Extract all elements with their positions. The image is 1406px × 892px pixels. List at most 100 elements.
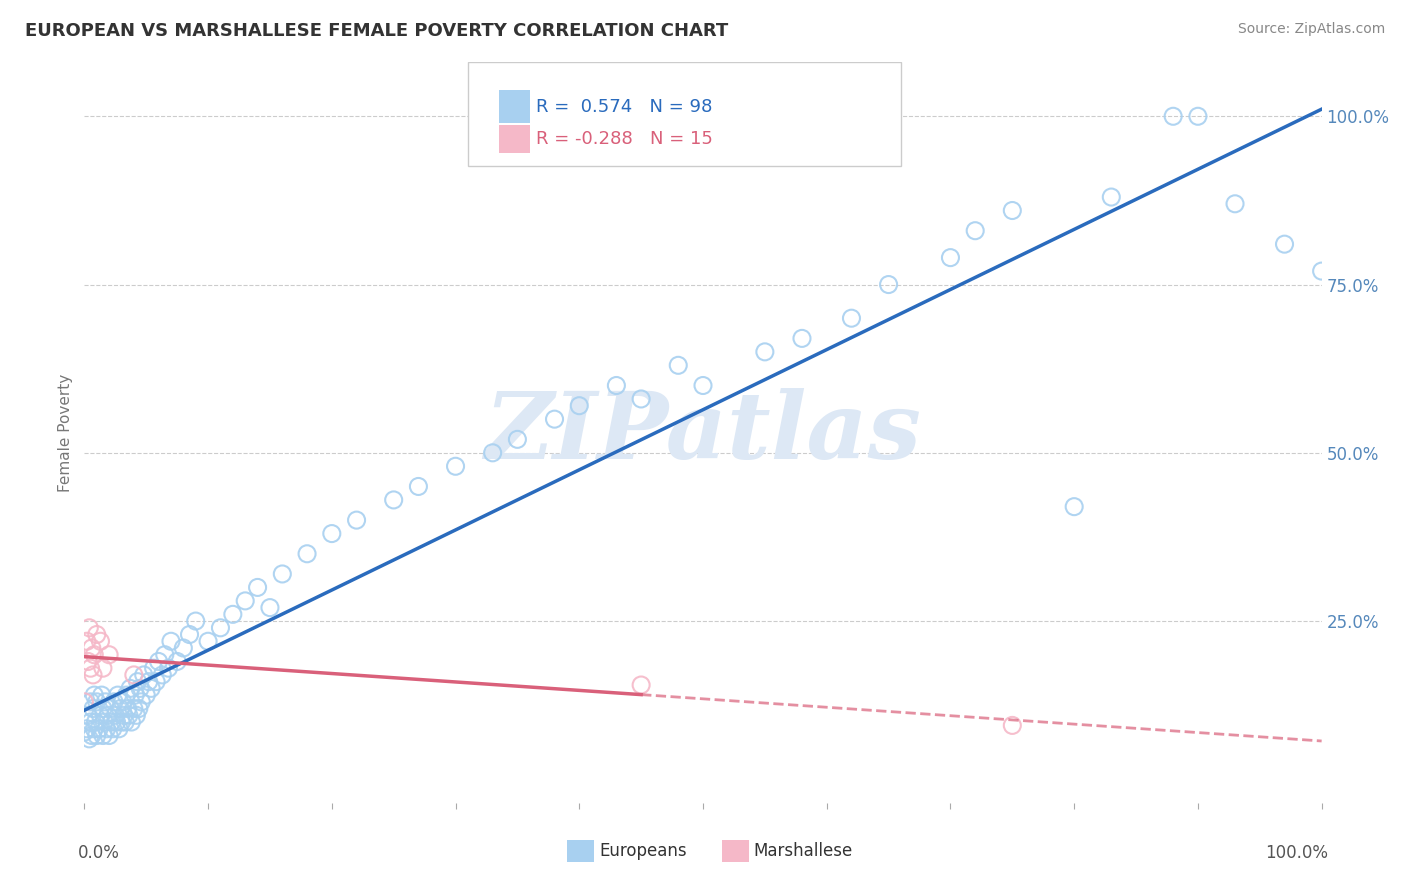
Point bbox=[1001, 718, 1024, 732]
Point bbox=[382, 492, 405, 507]
Point bbox=[1310, 264, 1333, 278]
Point bbox=[89, 708, 111, 723]
Point bbox=[108, 722, 131, 736]
Text: 100.0%: 100.0% bbox=[1265, 844, 1327, 862]
Point bbox=[110, 714, 132, 729]
Point bbox=[128, 701, 150, 715]
Point bbox=[568, 399, 591, 413]
Point bbox=[259, 600, 281, 615]
Point bbox=[754, 344, 776, 359]
Point bbox=[877, 277, 900, 292]
Point bbox=[86, 695, 108, 709]
Text: Europeans: Europeans bbox=[599, 842, 686, 860]
Point bbox=[76, 722, 98, 736]
Point bbox=[1099, 190, 1122, 204]
Point bbox=[112, 708, 135, 723]
Point bbox=[86, 627, 108, 641]
Point bbox=[98, 648, 121, 662]
Point bbox=[115, 688, 138, 702]
Point bbox=[91, 701, 114, 715]
Point bbox=[138, 674, 160, 689]
Text: R =  0.574   N = 98: R = 0.574 N = 98 bbox=[536, 98, 713, 116]
Point bbox=[209, 621, 232, 635]
Y-axis label: Female Poverty: Female Poverty bbox=[58, 374, 73, 491]
Point bbox=[135, 688, 157, 702]
Point bbox=[79, 714, 101, 729]
Point bbox=[1063, 500, 1085, 514]
Bar bbox=[499, 125, 530, 153]
Point bbox=[127, 674, 149, 689]
Point bbox=[117, 701, 139, 715]
FancyBboxPatch shape bbox=[468, 62, 901, 166]
Point bbox=[1161, 109, 1184, 123]
Point bbox=[1274, 237, 1296, 252]
Point bbox=[197, 634, 219, 648]
Bar bbox=[567, 840, 595, 862]
Point bbox=[543, 412, 565, 426]
Point bbox=[86, 729, 108, 743]
Point bbox=[1001, 203, 1024, 218]
Point bbox=[1187, 109, 1209, 123]
Point bbox=[166, 655, 188, 669]
Point bbox=[233, 594, 256, 608]
Point bbox=[110, 701, 132, 715]
Point bbox=[141, 681, 163, 696]
Point bbox=[145, 674, 167, 689]
Point bbox=[79, 695, 101, 709]
Point bbox=[118, 708, 141, 723]
Bar bbox=[721, 840, 749, 862]
Point bbox=[93, 714, 115, 729]
Point bbox=[179, 627, 201, 641]
Text: R = -0.288   N = 15: R = -0.288 N = 15 bbox=[536, 129, 713, 148]
Point bbox=[122, 701, 145, 715]
Point bbox=[666, 359, 689, 373]
Point bbox=[271, 566, 294, 581]
Point bbox=[80, 640, 103, 655]
Point bbox=[630, 392, 652, 406]
Point bbox=[184, 614, 207, 628]
Point bbox=[83, 722, 105, 736]
Point bbox=[965, 224, 987, 238]
Point bbox=[82, 701, 104, 715]
Point bbox=[77, 708, 100, 723]
Point bbox=[96, 722, 118, 736]
Point bbox=[160, 634, 183, 648]
Text: 0.0%: 0.0% bbox=[79, 844, 120, 862]
Point bbox=[172, 640, 194, 655]
Point bbox=[222, 607, 245, 622]
Point bbox=[97, 708, 120, 723]
Point bbox=[80, 729, 103, 743]
Point bbox=[125, 708, 148, 723]
Point bbox=[107, 688, 129, 702]
Point bbox=[76, 634, 98, 648]
Point bbox=[90, 688, 112, 702]
Point bbox=[84, 714, 107, 729]
Point bbox=[73, 725, 96, 739]
Point bbox=[1223, 196, 1246, 211]
Point bbox=[111, 695, 134, 709]
Point bbox=[98, 729, 121, 743]
Point bbox=[122, 668, 145, 682]
Point bbox=[100, 714, 122, 729]
Point bbox=[790, 331, 813, 345]
Bar bbox=[499, 90, 530, 123]
Point bbox=[120, 681, 142, 696]
Point bbox=[444, 459, 467, 474]
Text: Source: ZipAtlas.com: Source: ZipAtlas.com bbox=[1237, 22, 1385, 37]
Point bbox=[939, 251, 962, 265]
Point bbox=[77, 655, 100, 669]
Point bbox=[321, 526, 343, 541]
Point bbox=[148, 655, 170, 669]
Point bbox=[79, 621, 101, 635]
Point bbox=[150, 668, 173, 682]
Point bbox=[132, 668, 155, 682]
Point bbox=[98, 701, 121, 715]
Point bbox=[408, 479, 430, 493]
Point bbox=[157, 661, 180, 675]
Point bbox=[605, 378, 627, 392]
Point bbox=[73, 695, 96, 709]
Point bbox=[89, 634, 111, 648]
Text: EUROPEAN VS MARSHALLESE FEMALE POVERTY CORRELATION CHART: EUROPEAN VS MARSHALLESE FEMALE POVERTY C… bbox=[25, 22, 728, 40]
Point bbox=[83, 688, 105, 702]
Text: ZIPatlas: ZIPatlas bbox=[485, 388, 921, 477]
